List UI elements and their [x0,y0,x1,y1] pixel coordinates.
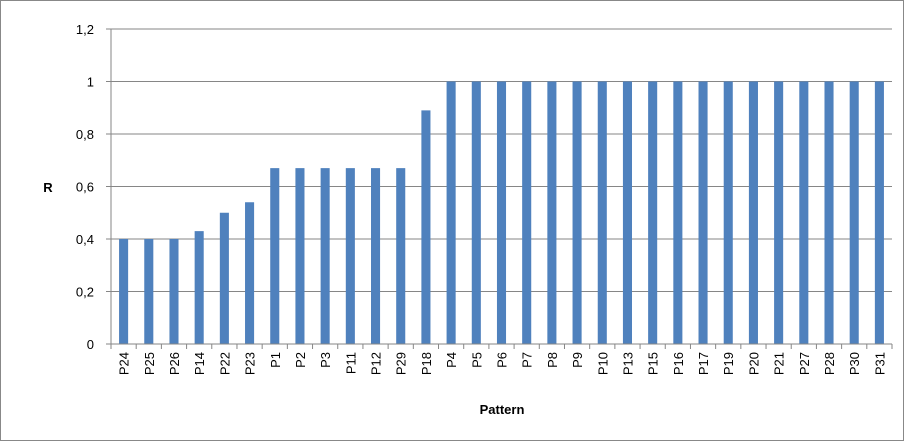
x-tick-label: P9 [570,352,585,368]
bar-p31 [874,81,884,344]
x-tick-label: P2 [293,352,308,368]
bar-p24 [119,239,129,344]
bar-p13 [622,81,633,344]
x-tick-label: P4 [444,352,459,368]
x-tick-label: P13 [620,352,635,375]
bar-p2 [295,168,305,344]
x-tick-label: P23 [243,352,258,375]
y-tick-label: 0 [87,337,94,352]
bar-p15 [648,81,658,344]
bar-p9 [572,81,582,344]
bar-p20 [748,81,758,344]
bar-p8 [547,81,557,344]
bar-p21 [774,81,784,344]
bar-p4 [446,81,456,344]
bar-p6 [496,81,507,344]
x-tick-label: P10 [595,352,610,375]
y-tick-label: 1,2 [76,22,94,37]
x-tick-label: P5 [469,352,484,368]
bar-p27 [799,81,809,344]
x-tick-label: P16 [671,352,686,375]
x-tick-label: P30 [847,352,862,375]
bar-p14 [194,231,204,344]
bar-p16 [673,81,683,344]
bar-p25 [144,239,154,344]
bar-p17 [698,81,708,344]
x-tick-label: P7 [520,352,535,368]
x-tick-label: P25 [142,352,157,375]
x-tick-label: P27 [797,352,812,375]
bar-p22 [219,212,229,344]
x-tick-label: P8 [545,352,560,368]
bars [119,81,884,344]
bar-p19 [723,81,733,344]
x-tick-label: P24 [117,352,132,375]
bar-p29 [396,168,406,344]
bar-p30 [849,81,859,344]
axes [106,28,893,349]
bar-p18 [421,110,431,344]
bar-p23 [245,202,255,344]
bar-p10 [597,81,607,344]
y-axis-title: R [43,180,53,195]
y-tick-label: 0,4 [76,232,94,247]
x-axis-title: Pattern [480,402,525,417]
y-tick-label: 0,8 [76,127,94,142]
x-tick-label: P15 [646,352,661,375]
x-tick-label: P18 [419,352,434,375]
bar-p11 [345,168,355,344]
x-tick-label: P3 [318,352,333,368]
bar-p26 [169,239,179,344]
x-tick-label: P6 [495,352,510,368]
x-tick-label: P28 [822,352,837,375]
y-tick-label: 0,6 [76,180,94,195]
x-tick-label: P19 [721,352,736,375]
bar-p1 [270,168,280,344]
x-tick-label: P31 [872,352,887,375]
x-tick-label: P11 [343,352,358,374]
x-tick-label: P12 [369,352,384,375]
x-tick-label: P22 [217,352,232,375]
bar-p28 [824,81,834,344]
x-tick-label: P29 [394,352,409,375]
x-tick-label: P1 [268,352,283,368]
x-tick-label: P26 [167,352,182,375]
y-tick-label: 0,2 [76,285,94,300]
y-tick-labels: 0 0,2 0,4 0,6 0,8 1 1,2 [76,22,94,352]
x-tick-label: P17 [696,352,711,375]
x-tick-label: P14 [192,352,207,375]
y-tick-label: 1 [87,75,94,90]
x-tick-labels: P24 P25 P26 P14 P22 P23 P1 P2 P3 P11 P12 P29 P18 P4 P5… [117,352,888,375]
bar-p12 [370,168,381,344]
x-tick-label: P21 [772,352,787,375]
bar-p3 [320,168,330,344]
bar-p7 [522,81,532,344]
x-tick-label: P20 [746,352,761,375]
bar-p5 [471,81,481,344]
